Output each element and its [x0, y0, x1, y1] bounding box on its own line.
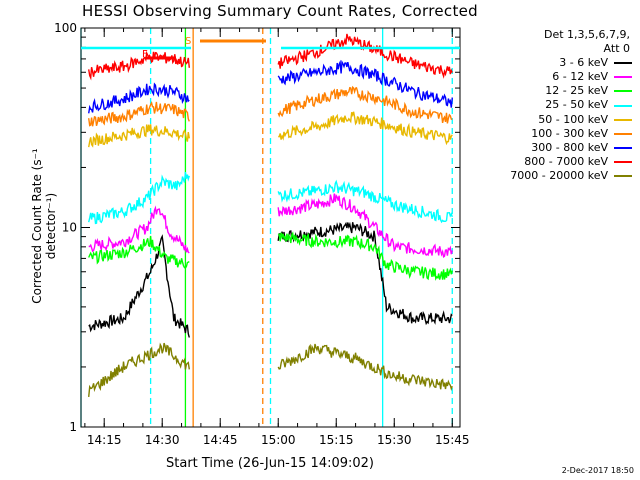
x-tick-label-6: 15:45	[435, 433, 470, 447]
plot-frame	[80, 27, 461, 428]
legend-swatch-8	[614, 174, 632, 177]
legend-swatch-2	[614, 90, 632, 93]
y-tick-label-1: 10	[62, 221, 77, 235]
legend-label-4: 50 - 100 keV	[538, 112, 608, 126]
series-line-3	[88, 171, 453, 225]
legend-swatch-5	[614, 132, 632, 135]
x-tick-label-5: 15:30	[377, 433, 412, 447]
legend-label-8: 7000 - 20000 keV	[510, 168, 608, 182]
legend-label-7: 800 - 7000 keV	[524, 154, 608, 168]
legend-label-6: 300 - 800 keV	[531, 140, 608, 154]
legend-swatch-6	[614, 146, 632, 149]
x-tick-label-0: 14:15	[87, 433, 122, 447]
legend-item-3: 25 - 50 keV	[478, 98, 636, 112]
date-stamp: 2-Dec-2017 18:50	[561, 466, 634, 475]
legend-item-0: 3 - 6 keV	[478, 56, 636, 70]
legend-swatch-7	[614, 160, 632, 163]
legend-swatch-1	[614, 76, 632, 79]
legend-label-5: 100 - 300 keV	[531, 126, 608, 140]
legend-label-3: 25 - 50 keV	[545, 98, 608, 112]
legend-rows: 3 - 6 keV 6 - 12 keV 12 - 25 keV 25 - 50 ke…	[478, 56, 636, 183]
series-line-7	[88, 33, 453, 81]
flag-label-f: F	[142, 49, 148, 60]
y-axis-label: Corrected Count Rate (s⁻¹ detector⁻¹)	[30, 148, 58, 304]
legend-item-7: 800 - 7000 keV	[478, 155, 636, 169]
legend-item-1: 6 - 12 keV	[478, 70, 636, 84]
x-tick-label-4: 15:15	[319, 433, 354, 447]
x-axis-label: Start Time (26-Jun-15 14:09:02)	[166, 456, 374, 471]
series-line-1	[88, 193, 453, 258]
legend-header-line1: Det 1,3,5,6,7,9,	[543, 28, 630, 41]
legend-item-5: 100 - 300 keV	[478, 127, 636, 141]
chart-title: HESSI Observing Summary Count Rates, Cor…	[82, 2, 478, 20]
legend: Det 1,3,5,6,7,9, Att 0 3 - 6 keV 6 - 12 k…	[478, 28, 636, 183]
series-line-2	[88, 231, 453, 281]
x-tick-label-2: 14:45	[203, 433, 238, 447]
legend-label-2: 12 - 25 keV	[545, 84, 608, 98]
legend-header-line2: Att 0	[603, 42, 630, 56]
flag-label-s: S	[185, 36, 191, 47]
y-tick-label-2: 100	[54, 21, 77, 35]
x-tick-label-3: 15:00	[261, 433, 296, 447]
series-line-5	[88, 85, 453, 127]
x-tick-label-1: 14:30	[145, 433, 180, 447]
series-line-4	[88, 111, 453, 148]
legend-swatch-0	[614, 62, 632, 65]
legend-item-2: 12 - 25 keV	[478, 84, 636, 98]
legend-item-4: 50 - 100 keV	[478, 113, 636, 127]
legend-label-0: 3 - 6 keV	[559, 56, 608, 70]
y-tick-label-0: 1	[69, 420, 77, 434]
series-line-8	[88, 342, 453, 397]
legend-label-1: 6 - 12 keV	[552, 70, 608, 84]
legend-swatch-3	[614, 104, 632, 107]
legend-item-6: 300 - 800 keV	[478, 141, 636, 155]
legend-swatch-4	[614, 118, 632, 121]
series-line-6	[88, 59, 453, 114]
legend-item-8: 7000 - 20000 keV	[478, 169, 636, 183]
